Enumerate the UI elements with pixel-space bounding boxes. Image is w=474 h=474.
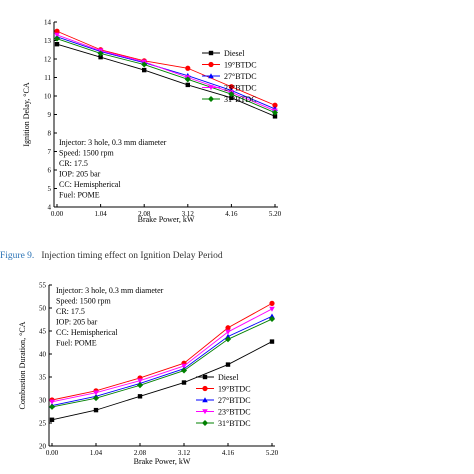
legend-marker	[202, 420, 208, 426]
y-tick-label: 50	[39, 305, 47, 313]
x-tick-label: 0.00	[51, 210, 64, 218]
annotation-line: Speed: 1500 rpm	[59, 149, 114, 158]
annotation-line: Injector: 3 hole, 0.3 mm diameter	[56, 286, 164, 295]
annotation-line: Speed: 1500 rpm	[56, 297, 111, 306]
legend-label: 31°BTDC	[224, 95, 257, 104]
annotation-line: CC: Hemispherical	[56, 328, 118, 337]
legend-label: 31°BTDC	[218, 419, 251, 428]
legend-marker	[209, 51, 213, 55]
x-tick-label: 5.20	[269, 210, 282, 218]
annotation-line: Fuel: POME	[56, 339, 97, 348]
annotation-line: IOP: 205 bar	[56, 318, 98, 327]
data-point	[181, 368, 187, 374]
data-point	[225, 336, 231, 342]
y-tick-label: 8	[48, 130, 52, 138]
y-tick-label: 13	[44, 37, 52, 45]
y-axis-label: Combustion Duration, °CA	[18, 321, 27, 409]
y-tick-label: 14	[44, 19, 52, 27]
y-tick-label: 11	[44, 74, 51, 82]
annotation-line: CR: 17.5	[56, 307, 85, 316]
x-tick-label: 3.12	[178, 449, 191, 457]
data-point	[269, 307, 275, 312]
y-tick-label: 35	[39, 374, 47, 382]
data-point	[269, 301, 274, 306]
y-tick-label: 20	[39, 443, 47, 451]
annotation-line: CC: Hemispherical	[59, 180, 121, 189]
data-point	[185, 66, 190, 71]
data-point	[94, 408, 98, 412]
x-tick-label: 4.16	[222, 449, 235, 457]
y-tick-label: 6	[48, 167, 52, 175]
y-tick-label: 25	[39, 420, 47, 428]
annotation-line: Injector: 3 hole, 0.3 mm diameter	[59, 138, 167, 147]
data-point	[49, 400, 55, 405]
annotation-line: IOP: 205 bar	[59, 170, 101, 179]
legend-label: 23°BTDC	[218, 408, 251, 417]
figure-caption-text: Injection timing effect on Ignition Dela…	[41, 250, 223, 261]
x-tick-label: 4.16	[225, 210, 238, 218]
y-tick-label: 30	[39, 397, 47, 405]
figure-caption-label: Figure 9.	[0, 251, 34, 261]
y-axis-label: Ignition Delay, °CA	[22, 82, 31, 146]
legend-marker	[208, 96, 214, 102]
legend-label: 23°BTDC	[224, 84, 257, 93]
figure-caption: Figure 9. Injection timing effect on Ign…	[0, 245, 223, 262]
data-point	[55, 42, 59, 46]
legend-label: 27°BTDC	[224, 72, 257, 81]
y-tick-label: 9	[48, 111, 52, 119]
x-axis-label: Brake Power, kW	[138, 215, 195, 224]
legend-marker	[203, 375, 207, 379]
data-point	[50, 418, 54, 422]
combustion-duration-chart: 0.00 1.04 2.08 3.12 4.16 5.20 20 25 30 35 40 45 50 55…	[18, 282, 279, 467]
x-tick-label: 1.04	[90, 449, 103, 457]
y-tick-label: 12	[44, 56, 52, 64]
x-axis-label: Brake Power, kW	[134, 457, 191, 466]
legend-label: 19°BTDC	[218, 385, 251, 394]
legend-marker	[202, 386, 207, 391]
ignition-delay-chart: 0.00 1.04 2.08 3.12 4.16 5.20 4 5 6 7 8 9 10 11 12 13 14…	[22, 19, 282, 225]
y-tick-label: 45	[39, 328, 47, 336]
x-tick-label: 1.04	[94, 210, 107, 218]
x-tick-label: 5.20	[266, 449, 279, 457]
y-tick-label: 55	[39, 282, 47, 290]
legend-marker	[208, 62, 213, 67]
annotation-line: Fuel: POME	[59, 191, 100, 200]
data-point	[270, 339, 274, 343]
data-point	[142, 68, 146, 72]
legend-label: 19°BTDC	[224, 61, 257, 70]
legend-label: 27°BTDC	[218, 396, 251, 405]
data-point	[138, 394, 142, 398]
y-tick-label: 10	[44, 93, 52, 101]
data-point	[226, 362, 230, 366]
annotation-line: CR: 17.5	[59, 159, 88, 168]
y-tick-label: 5	[48, 185, 52, 193]
legend-label: Diesel	[218, 373, 239, 382]
y-tick-label: 7	[48, 148, 52, 156]
data-point	[182, 380, 186, 384]
x-tick-label: 0.00	[46, 449, 59, 457]
legend-label: Diesel	[224, 49, 245, 58]
data-point	[186, 83, 190, 87]
data-point	[225, 325, 230, 330]
y-tick-label: 40	[39, 351, 47, 359]
x-tick-label: 2.08	[134, 449, 147, 457]
y-tick-label: 4	[48, 204, 52, 212]
